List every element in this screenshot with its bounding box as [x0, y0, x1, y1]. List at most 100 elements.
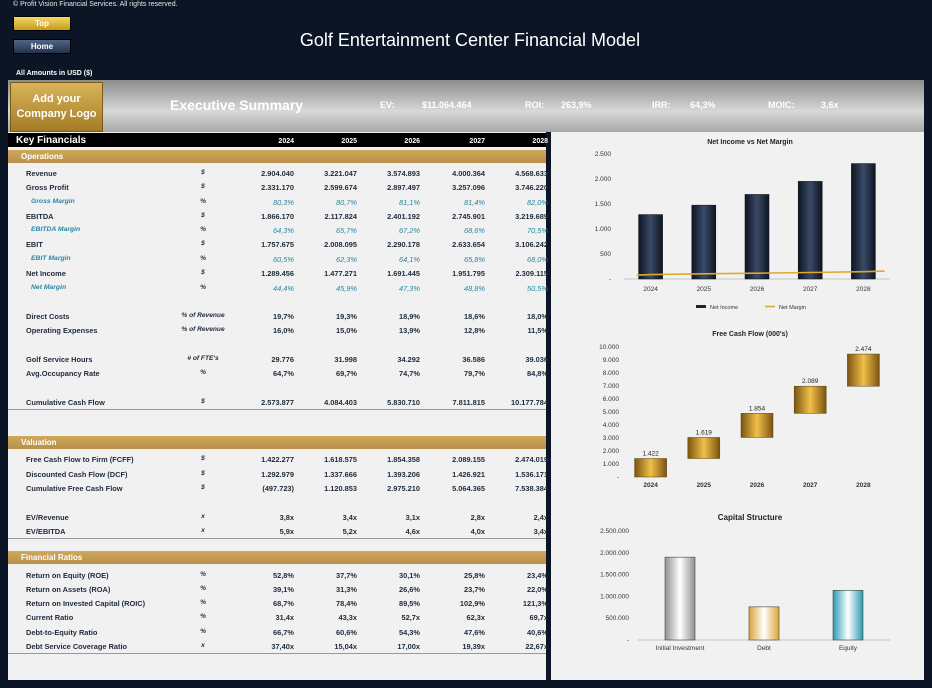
row-value: 78,4% [336, 599, 357, 608]
row-value: 69,7x [529, 613, 549, 622]
row-value: 2.290.178 [387, 240, 420, 249]
row-unit: % [200, 369, 206, 376]
row-unit: % of Revenue [181, 326, 225, 333]
row-unit: % [200, 599, 206, 606]
row-value: 26,6% [399, 585, 420, 594]
row-value: 2.117.824 [324, 212, 357, 221]
row-value: 19,3% [336, 312, 357, 321]
row-unit: % [200, 585, 206, 592]
x-tick-label: 2025 [697, 286, 712, 293]
y-tick-label: 6.000 [603, 396, 620, 403]
capital-bar [664, 556, 696, 641]
page-title: Golf Entertainment Center Financial Mode… [299, 30, 641, 50]
row-value: 15,0% [336, 326, 357, 335]
y-tick-label: 2.500 [595, 151, 612, 158]
row-value: 74,7% [399, 369, 420, 378]
row-value: 54,3% [399, 628, 420, 637]
roi-label: ROI: [525, 100, 544, 110]
row-label: Return on Equity (ROE) [26, 571, 109, 580]
top-button[interactable]: Top [13, 16, 71, 31]
row-value: 1.393.206 [387, 470, 420, 479]
row-value: 1.289.456 [261, 269, 294, 278]
x-tick-label: 2026 [750, 482, 765, 489]
row-label: EBITDA [26, 212, 54, 221]
table-row: Net Margin% 44,4% 45,9% 47,3% 48,8% 50,5% [8, 281, 548, 295]
section-title: Financial Ratios [21, 553, 83, 562]
row-value: 121,3% [522, 599, 548, 608]
x-tick-label: 2024 [643, 286, 658, 293]
row-value: 68,7% [273, 599, 294, 608]
row-label: Debt-to-Equity Ratio [26, 628, 98, 637]
row-value: 81,4% [464, 198, 485, 207]
row-value: 68,0% [527, 255, 548, 264]
year-header: 2026 [404, 138, 420, 145]
section-valuation: Valuation [8, 436, 546, 449]
row-unit: % of Revenue [181, 312, 225, 319]
row-value: 4.568.633 [515, 169, 548, 178]
net-income-chart-title: Net Income vs Net Margin [707, 139, 793, 146]
row-unit: % [200, 284, 206, 291]
row-value: 5.064.365 [452, 484, 485, 493]
row-unit: % [200, 613, 206, 620]
x-tick-label: 2027 [803, 482, 818, 489]
row-value: 2.633.654 [452, 240, 485, 249]
y-tick-label: - [617, 474, 619, 481]
row-label: Gross Profit [26, 183, 69, 192]
moic-value: 3,6x [821, 100, 839, 110]
row-value: 1.422.277 [261, 455, 294, 464]
legend-label: Net Margin [779, 305, 806, 311]
row-label: Debt Service Coverage Ratio [26, 642, 128, 651]
table-row: Revenue $2.904.040 3.221.047 3.574.893 4.000… [8, 166, 548, 180]
row-value: 80,3% [273, 198, 294, 207]
row-unit: $ [201, 455, 205, 462]
row-unit: % [200, 628, 206, 635]
row-value: 17,00x [397, 642, 420, 651]
y-tick-label: 7.000 [603, 383, 620, 390]
year-header: 2024 [278, 138, 294, 145]
row-value: 4,6x [405, 527, 420, 536]
table-row: Discounted Cash Flow (DCF) $1.292.979 1.33… [8, 467, 548, 481]
row-value: 2.975.210 [387, 484, 420, 493]
y-tick-label: - [609, 276, 611, 283]
row-value: 3,1x [405, 513, 420, 522]
logo-line-1: Add your [32, 93, 81, 105]
x-tick-label: 2028 [856, 482, 871, 489]
y-tick-label: 3.000 [603, 435, 620, 442]
row-value: 15,04x [334, 642, 357, 651]
fcf-bar [687, 437, 721, 459]
row-value: 18,0% [527, 312, 548, 321]
ev-value: $11.064.464 [422, 100, 472, 110]
y-tick-label: 500.000 [606, 615, 630, 622]
year-header: 2025 [341, 138, 357, 145]
row-value: 64,1% [399, 255, 420, 264]
row-value: 39.036 [525, 355, 548, 364]
table-row: Avg.Occupancy Rate% 64,7% 69,7% 74,7% 79,7% 8… [8, 366, 548, 380]
row-value: 62,3x [466, 613, 486, 622]
row-value: 2.599.674 [324, 183, 357, 192]
year-header: 2028 [532, 138, 548, 145]
capital-bar [832, 589, 864, 641]
legend-label: Net Income [710, 305, 738, 311]
net-income-bar [851, 163, 876, 280]
row-value: 84,8% [527, 369, 548, 378]
table-row: Direct Costs % of Revenue 19,7% 19,3% 18,9% 1… [8, 309, 548, 323]
y-tick-label: 1.000 [595, 226, 612, 233]
row-value: 23,4% [527, 571, 548, 580]
row-label: Avg.Occupancy Rate [26, 369, 100, 378]
row-label: Return on Invested Capital (ROIC) [26, 599, 146, 608]
home-button[interactable]: Home [13, 39, 71, 54]
row-value: 2.309.115 [515, 269, 548, 278]
row-value: 52,7x [401, 613, 421, 622]
row-label: EV/Revenue [26, 513, 69, 522]
row-value: 102,9% [459, 599, 485, 608]
table-row: Free Cash Flow to Firm (FCFF) $1.422.277 1… [8, 452, 548, 466]
key-financials-title: Key Financials [16, 135, 87, 146]
row-value: 1.854.358 [387, 455, 420, 464]
fcf-bar [740, 413, 774, 438]
row-label: Gross Margin [31, 198, 75, 205]
company-logo-placeholder[interactable]: Add your Company Logo [10, 82, 103, 132]
row-value: 1.618.575 [324, 455, 357, 464]
row-value: 48,8% [464, 284, 485, 293]
table-row: Gross Profit $2.331.170 2.599.674 2.897.497… [8, 180, 548, 194]
row-value: 18,6% [464, 312, 485, 321]
